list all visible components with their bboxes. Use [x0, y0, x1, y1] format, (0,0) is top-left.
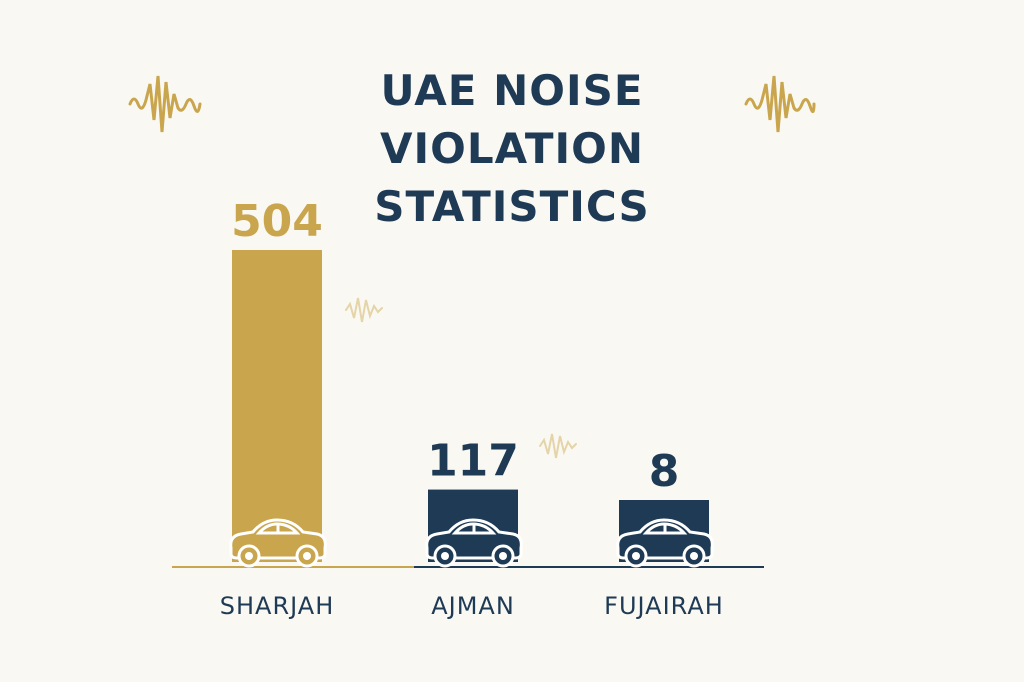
value-label: 504 — [231, 196, 323, 247]
car-icon — [616, 518, 714, 568]
car-icon — [425, 518, 523, 568]
category-label: AJMAN — [431, 592, 515, 620]
sound-wave-icon — [345, 297, 383, 323]
sound-wave-icon — [128, 75, 202, 133]
value-label: 8 — [649, 446, 680, 497]
chart-title-line2: STATISTICS — [374, 182, 650, 231]
chart-title-line1: UAE NOISE VIOLATION — [380, 66, 644, 173]
sound-wave-icon — [744, 75, 816, 133]
category-label: SHARJAH — [220, 592, 335, 620]
car-icon — [229, 518, 327, 568]
category-label: FUJAIRAH — [604, 592, 724, 620]
chart-title: UAE NOISE VIOLATION STATISTICS — [262, 62, 762, 236]
sound-wave-icon — [539, 433, 577, 459]
bar — [232, 250, 322, 562]
value-label: 117 — [427, 436, 519, 487]
